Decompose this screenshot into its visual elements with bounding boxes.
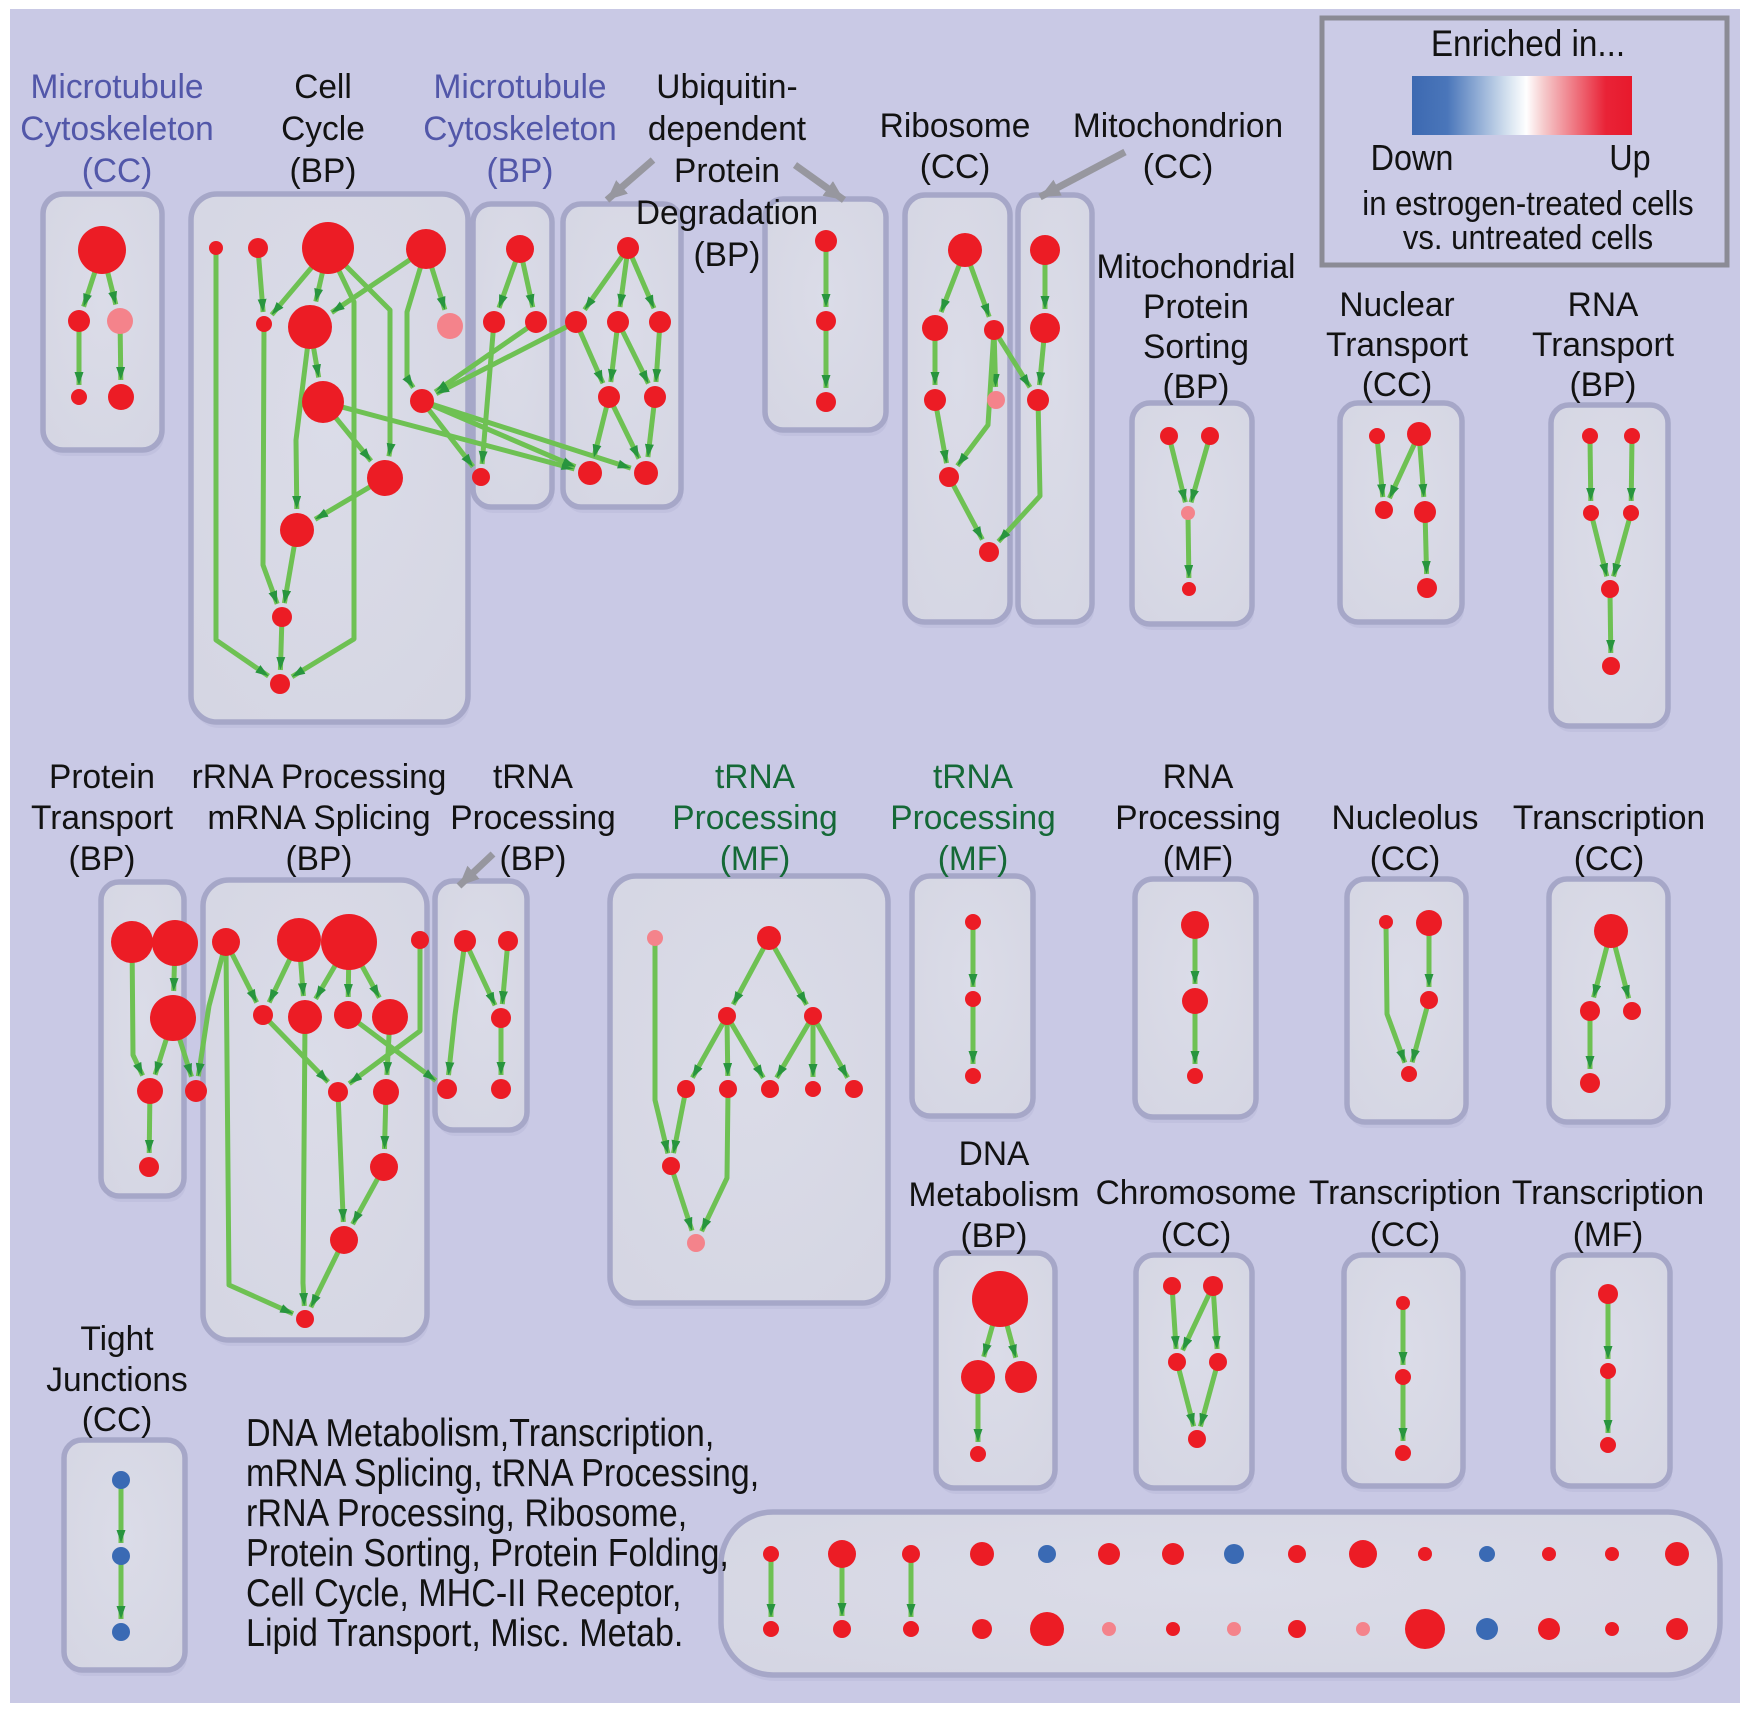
svg-text:(BP): (BP) — [1163, 368, 1230, 406]
svg-text:Processing: Processing — [1115, 799, 1281, 837]
svg-text:(BP): (BP) — [500, 840, 567, 878]
svg-text:tRNA: tRNA — [493, 758, 573, 796]
svg-text:rRNA Processing: rRNA Processing — [192, 758, 447, 796]
svg-text:Transport: Transport — [31, 799, 173, 837]
svg-text:Processing: Processing — [890, 799, 1056, 837]
svg-text:Transcription: Transcription — [1513, 799, 1705, 837]
svg-text:rRNA Processing, Ribosome,: rRNA Processing, Ribosome, — [246, 1492, 687, 1535]
svg-text:(MF): (MF) — [1163, 840, 1234, 878]
svg-text:RNA: RNA — [1163, 758, 1234, 796]
svg-text:Tight: Tight — [80, 1320, 154, 1358]
svg-text:(MF): (MF) — [1573, 1216, 1644, 1254]
svg-text:(BP): (BP) — [694, 236, 761, 274]
svg-text:(CC): (CC) — [1370, 840, 1441, 878]
svg-text:mRNA Splicing, tRNA Processing: mRNA Splicing, tRNA Processing, — [246, 1452, 759, 1495]
svg-text:Junctions: Junctions — [46, 1361, 187, 1399]
svg-text:(CC): (CC) — [1574, 840, 1645, 878]
svg-text:DNA: DNA — [959, 1135, 1030, 1173]
svg-text:(BP): (BP) — [286, 840, 353, 878]
svg-text:Cell: Cell — [294, 68, 352, 106]
svg-text:Nucleolus: Nucleolus — [1332, 799, 1479, 837]
svg-text:Metabolism: Metabolism — [908, 1176, 1079, 1214]
svg-text:Processing: Processing — [450, 799, 616, 837]
svg-text:(CC): (CC) — [82, 1401, 153, 1439]
svg-text:Enriched in...: Enriched in... — [1431, 23, 1625, 64]
svg-text:mRNA Splicing: mRNA Splicing — [207, 799, 430, 837]
svg-text:Microtubule: Microtubule — [31, 68, 204, 106]
svg-text:Transport: Transport — [1532, 326, 1674, 364]
svg-text:(MF): (MF) — [720, 840, 791, 878]
svg-text:Protein: Protein — [1143, 288, 1249, 326]
svg-text:Lipid Transport, Misc. Metab.: Lipid Transport, Misc. Metab. — [246, 1612, 683, 1655]
svg-text:Degradation: Degradation — [636, 194, 818, 232]
svg-text:Transport: Transport — [1326, 326, 1468, 364]
svg-text:tRNA: tRNA — [715, 758, 795, 796]
svg-text:(CC): (CC) — [1143, 148, 1214, 186]
svg-text:Sorting: Sorting — [1143, 328, 1249, 366]
svg-text:(CC): (CC) — [1161, 1216, 1232, 1254]
svg-text:tRNA: tRNA — [933, 758, 1013, 796]
svg-text:DNA Metabolism,Transcription,: DNA Metabolism,Transcription, — [246, 1412, 714, 1455]
svg-text:Cell Cycle, MHC-II Receptor,: Cell Cycle, MHC-II Receptor, — [246, 1572, 682, 1615]
svg-text:in estrogen-treated cells: in estrogen-treated cells — [1362, 185, 1693, 223]
svg-text:(CC): (CC) — [1370, 1216, 1441, 1254]
svg-text:Mitochondrial: Mitochondrial — [1097, 248, 1296, 286]
svg-text:dependent: dependent — [648, 110, 807, 148]
svg-text:Chromosome: Chromosome — [1096, 1174, 1297, 1212]
svg-text:(CC): (CC) — [82, 152, 153, 190]
svg-text:(MF): (MF) — [938, 840, 1009, 878]
svg-text:Protein Sorting, Protein Foldi: Protein Sorting, Protein Folding, — [246, 1532, 729, 1575]
svg-text:Ribosome: Ribosome — [880, 107, 1031, 145]
svg-text:Protein: Protein — [49, 758, 155, 796]
svg-text:(BP): (BP) — [961, 1217, 1028, 1255]
svg-text:(BP): (BP) — [1570, 366, 1637, 404]
svg-text:Ubiquitin-: Ubiquitin- — [656, 68, 797, 106]
svg-text:(BP): (BP) — [69, 840, 136, 878]
svg-text:vs. untreated cells: vs. untreated cells — [1403, 219, 1653, 257]
svg-text:Cytoskeleton: Cytoskeleton — [20, 110, 213, 148]
svg-text:Up: Up — [1609, 137, 1650, 178]
svg-text:(CC): (CC) — [1362, 366, 1433, 404]
svg-text:Protein: Protein — [674, 152, 780, 190]
svg-text:(CC): (CC) — [920, 148, 991, 186]
svg-text:Microtubule: Microtubule — [434, 68, 607, 106]
svg-text:Nuclear: Nuclear — [1339, 286, 1454, 324]
svg-text:Processing: Processing — [672, 799, 838, 837]
svg-text:RNA: RNA — [1568, 286, 1639, 324]
svg-text:Mitochondrion: Mitochondrion — [1073, 107, 1283, 145]
svg-text:(BP): (BP) — [290, 152, 357, 190]
svg-text:(BP): (BP) — [487, 152, 554, 190]
svg-text:Transcription: Transcription — [1512, 1174, 1704, 1212]
svg-text:Down: Down — [1371, 137, 1454, 178]
svg-text:Transcription: Transcription — [1309, 1174, 1501, 1212]
svg-text:Cycle: Cycle — [281, 110, 365, 148]
svg-text:Cytoskeleton: Cytoskeleton — [423, 110, 616, 148]
